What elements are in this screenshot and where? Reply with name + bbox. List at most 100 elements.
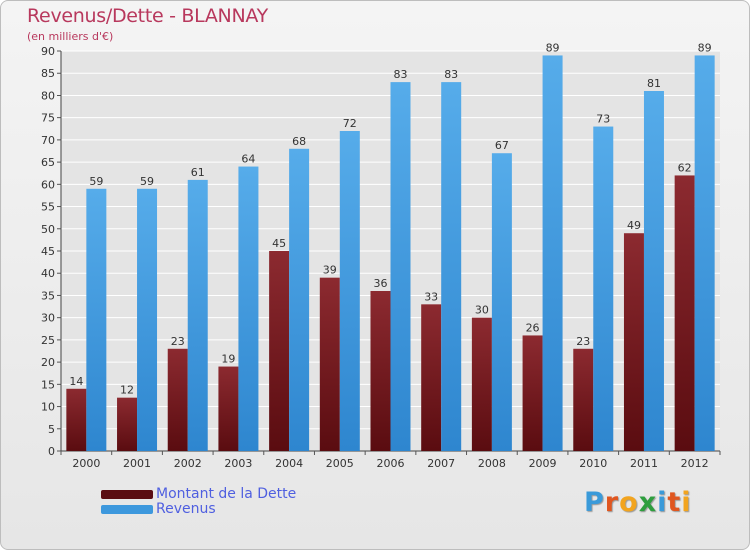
bar-revenus: [491, 153, 512, 451]
bar-dette: [218, 366, 239, 451]
bar-revenus: [694, 55, 715, 451]
data-label: 36: [374, 277, 388, 290]
data-label: 83: [394, 68, 408, 81]
data-label: 26: [526, 321, 540, 334]
bar-revenus: [238, 166, 259, 452]
y-tick-label: 15: [41, 378, 55, 391]
bar-dette: [66, 388, 87, 451]
y-tick-label: 45: [41, 245, 55, 258]
y-tick-label: 50: [41, 223, 55, 236]
x-tick-label: 2000: [72, 457, 100, 470]
y-tick-label: 80: [41, 89, 55, 102]
bar-dette: [623, 233, 644, 451]
y-tick-label: 20: [41, 356, 55, 369]
bar-revenus: [593, 126, 614, 452]
bar-dette: [319, 277, 340, 451]
logo-letter: i: [681, 487, 692, 518]
data-label: 81: [647, 77, 661, 90]
data-label: 68: [292, 135, 306, 148]
data-label: 30: [475, 304, 489, 317]
data-label: 45: [272, 237, 286, 250]
legend-label-dette: Montant de la Dette: [156, 486, 297, 502]
y-tick-label: 60: [41, 178, 55, 191]
x-tick-label: 2006: [377, 457, 405, 470]
legend-item-revenus: Revenus: [101, 501, 216, 517]
data-label: 61: [191, 166, 205, 179]
bar-revenus: [542, 55, 563, 451]
data-label: 39: [323, 264, 337, 277]
bar-dette: [471, 317, 492, 451]
logo-letter: x: [638, 487, 658, 518]
bar-dette: [522, 335, 543, 451]
data-label: 19: [221, 353, 235, 366]
logo-letter: P: [584, 487, 605, 518]
bar-dette: [674, 175, 695, 451]
x-tick-label: 2010: [579, 457, 607, 470]
logo-letter: o: [619, 487, 639, 518]
data-label: 12: [120, 384, 134, 397]
data-label: 72: [343, 117, 357, 130]
bar-revenus: [441, 82, 462, 451]
legend-swatch-dette: [101, 489, 153, 499]
data-label: 67: [495, 139, 509, 152]
data-label: 89: [546, 41, 560, 54]
y-tick-label: 30: [41, 312, 55, 325]
bar-revenus: [390, 82, 411, 451]
axes: 0 5 10 15 20 25 30 35 40 45 50 55 60 65 70 75 80 85 90 2000…: [41, 45, 721, 470]
data-label: 83: [444, 68, 458, 81]
x-tick-label: 2005: [326, 457, 354, 470]
bar-dette: [370, 291, 391, 451]
y-tick-label: 90: [41, 45, 55, 58]
x-tick-label: 2003: [224, 457, 252, 470]
data-label: 59: [89, 175, 103, 188]
y-tick-label: 40: [41, 267, 55, 280]
bar-dette: [117, 397, 138, 451]
bar-revenus: [86, 188, 107, 451]
chart-subtitle: (en milliers d'€): [27, 30, 114, 43]
data-label: 14: [69, 375, 83, 388]
bar-revenus: [137, 188, 158, 451]
x-tick-label: 2007: [427, 457, 455, 470]
x-tick-label: 2004: [275, 457, 303, 470]
logo-letter: i: [657, 487, 668, 518]
y-tick-label: 0: [48, 445, 55, 458]
legend-swatch-revenus: [101, 504, 153, 514]
bar-revenus: [339, 131, 360, 451]
logo-letter: t: [667, 487, 682, 518]
x-tick-label: 2011: [630, 457, 658, 470]
bar-dette: [421, 304, 442, 451]
data-label: 33: [424, 290, 438, 303]
legend-label-revenus: Revenus: [156, 501, 216, 517]
data-label: 64: [241, 153, 255, 166]
bar-dette: [167, 348, 188, 451]
x-tick-label: 2009: [529, 457, 557, 470]
y-tick-label: 10: [41, 401, 55, 414]
y-tick-label: 25: [41, 334, 55, 347]
bar-revenus: [643, 91, 664, 451]
data-label: 62: [678, 161, 692, 174]
y-tick-label: 55: [41, 201, 55, 214]
y-tick-label: 5: [48, 423, 55, 436]
data-label: 23: [576, 335, 590, 348]
y-tick-label: 75: [41, 112, 55, 125]
data-label: 23: [171, 335, 185, 348]
x-tick-label: 2008: [478, 457, 506, 470]
data-labels: 14 59 12 59 23 61 19 64 45 68 39 72 36 83 33 83 30 67 26 89…: [69, 41, 711, 396]
y-tick-label: 70: [41, 134, 55, 147]
data-label: 49: [627, 219, 641, 232]
x-tick-label: 2012: [681, 457, 709, 470]
legend-item-dette: Montant de la Dette: [101, 486, 297, 502]
bar-dette: [269, 251, 290, 451]
chart-title: Revenus/Dette - BLANNAY: [27, 5, 268, 27]
bars: [66, 55, 715, 452]
x-tick-label: 2001: [123, 457, 151, 470]
bar-revenus: [187, 179, 208, 451]
x-tick-label: 2002: [174, 457, 202, 470]
proxiti-logo: Proxiti: [584, 487, 692, 518]
bar-revenus: [289, 148, 310, 451]
y-tick-label: 85: [41, 67, 55, 80]
data-label: 73: [596, 113, 610, 126]
data-label: 89: [698, 41, 712, 54]
y-tick-label: 35: [41, 289, 55, 302]
